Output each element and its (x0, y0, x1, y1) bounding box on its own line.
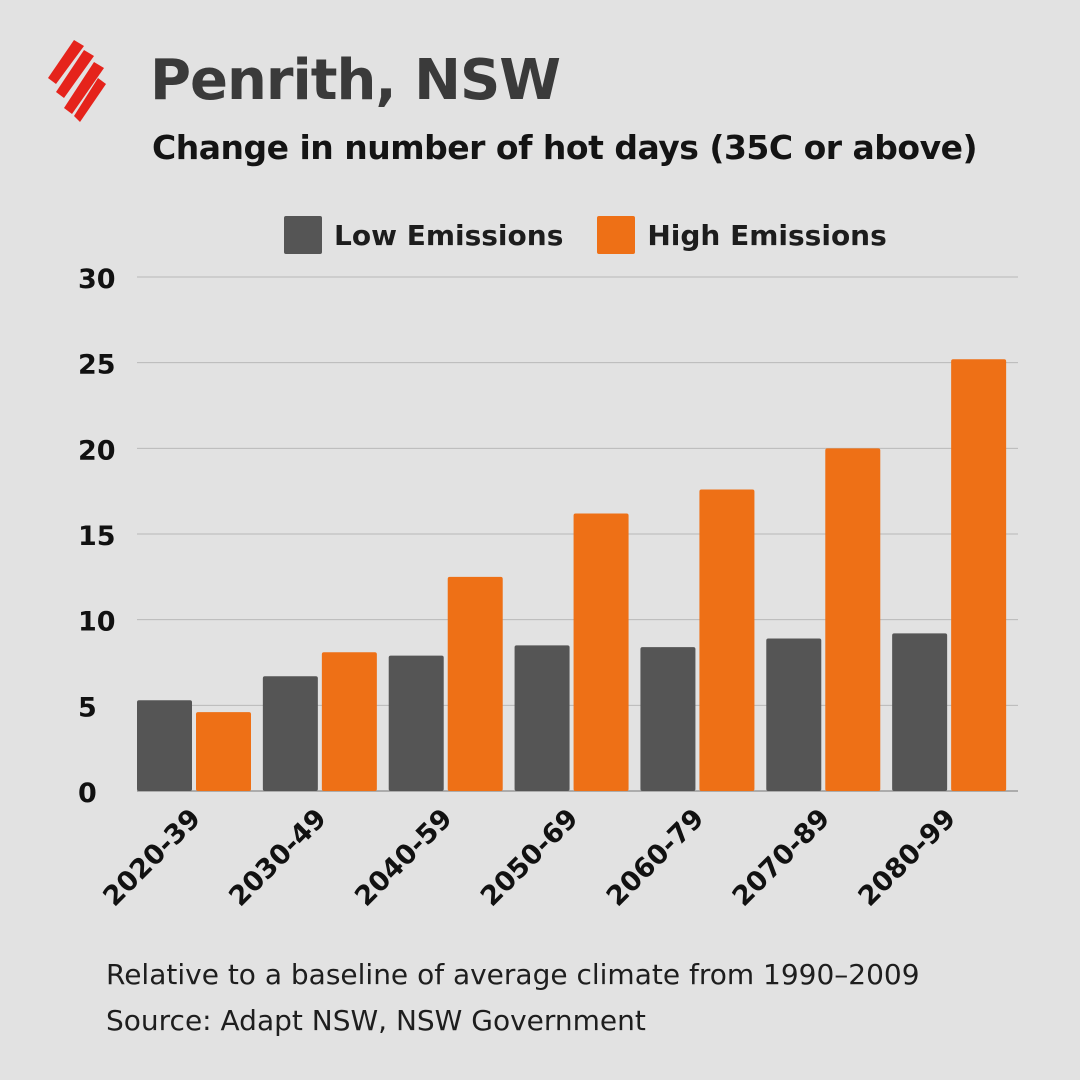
y-tick-label: 15 (78, 521, 116, 552)
bar-low-emissions (892, 633, 948, 791)
bar-high-emissions (447, 576, 503, 791)
y-tick-label: 0 (78, 778, 97, 809)
bar-high-emissions (699, 489, 755, 791)
page-title: Penrith, NSW (150, 48, 561, 113)
chart-subtitle: Change in number of hot days (35C or abo… (152, 128, 978, 167)
sbs-logo-icon (48, 40, 106, 122)
bar-high-emissions (573, 513, 629, 791)
x-tick-label: 2070-89 (727, 803, 837, 913)
bar-low-emissions (388, 655, 444, 791)
bar-low-emissions (262, 676, 318, 791)
legend-swatch-low (284, 216, 322, 254)
y-tick-label: 30 (78, 264, 116, 295)
footnote-source: Source: Adapt NSW, NSW Government (106, 1004, 646, 1037)
y-tick-label: 20 (78, 435, 116, 466)
legend-label-low: Low Emissions (334, 218, 564, 252)
x-tick-label: 2060-79 (601, 803, 711, 913)
y-tick-label: 25 (78, 350, 116, 381)
bar-high-emissions (196, 712, 251, 791)
bar-high-emissions (951, 359, 1007, 791)
chart-legend: Low Emissions High Emissions (284, 216, 921, 254)
footnote-baseline: Relative to a baseline of average climat… (106, 958, 920, 991)
legend-item-low: Low Emissions (284, 216, 563, 254)
bar-chart: 0 5 10 15 20 25 30 2020-39 2030-49 2040-59 2050-69… (78, 264, 1018, 913)
x-tick-label: 2080-99 (853, 803, 963, 913)
bar-low-emissions (640, 647, 696, 791)
bar-high-emissions (825, 448, 881, 791)
bar-low-emissions (766, 638, 822, 791)
x-tick-label: 2030-49 (223, 803, 333, 913)
x-tick-label: 2050-69 (475, 803, 585, 913)
y-tick-label: 5 (78, 692, 97, 723)
legend-label-high: High Emissions (647, 218, 887, 252)
bar-high-emissions (321, 652, 377, 791)
legend-swatch-high (597, 216, 636, 254)
x-tick-label: 2040-59 (349, 803, 459, 913)
y-tick-label: 10 (78, 607, 116, 638)
x-tick-label: 2020-39 (97, 803, 207, 913)
bar-low-emissions (514, 645, 570, 791)
legend-item-high: High Emissions (597, 216, 887, 254)
bar-low-emissions (137, 700, 192, 791)
